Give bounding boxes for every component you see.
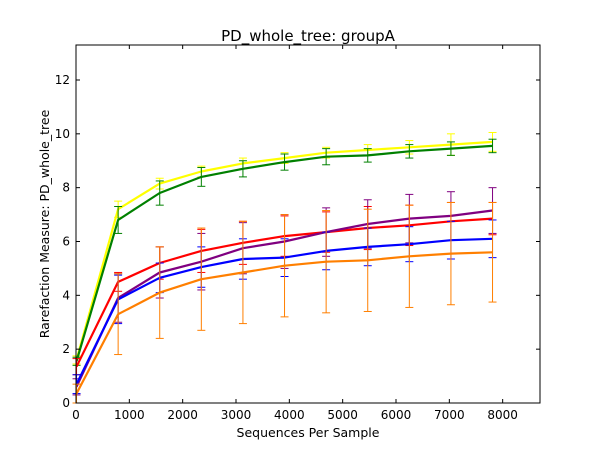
series-line: [75, 251, 493, 395]
x-tick-label: 4000: [274, 408, 305, 422]
x-tick-label: 6000: [381, 408, 412, 422]
series-6: [72, 201, 497, 404]
chart-title: PD_whole_tree: groupA: [221, 27, 396, 46]
x-tick-label: 3000: [221, 408, 252, 422]
x-tick-label: 5000: [327, 408, 358, 422]
x-tick-label: 0: [72, 408, 80, 422]
y-axis-title: Rarefaction Measure: PD_whole_tree: [37, 109, 52, 338]
x-tick-label: 7000: [434, 408, 465, 422]
y-tick-label: 6: [62, 234, 70, 248]
x-axis-title: Sequences Per Sample: [237, 425, 380, 440]
y-tick-label: 10: [55, 127, 70, 141]
x-tick-label: 2000: [167, 408, 198, 422]
y-tick-label: 2: [62, 342, 70, 356]
y-tick-label: 8: [62, 181, 70, 195]
y-tick-label: 4: [62, 288, 70, 302]
plot-frame: [75, 44, 541, 404]
y-tick-label: 0: [62, 396, 70, 410]
plot-area: [72, 131, 497, 404]
x-tick-label: 8000: [487, 408, 518, 422]
axes: 0 1000 2000 3000 4000 5000 6000 7000 8000 0 2 4 6 8 10…: [55, 45, 540, 422]
y-tick-label: 12: [55, 73, 70, 87]
series-2: [72, 138, 497, 366]
x-tick-label: 1000: [114, 408, 145, 422]
series-line: [75, 144, 493, 362]
